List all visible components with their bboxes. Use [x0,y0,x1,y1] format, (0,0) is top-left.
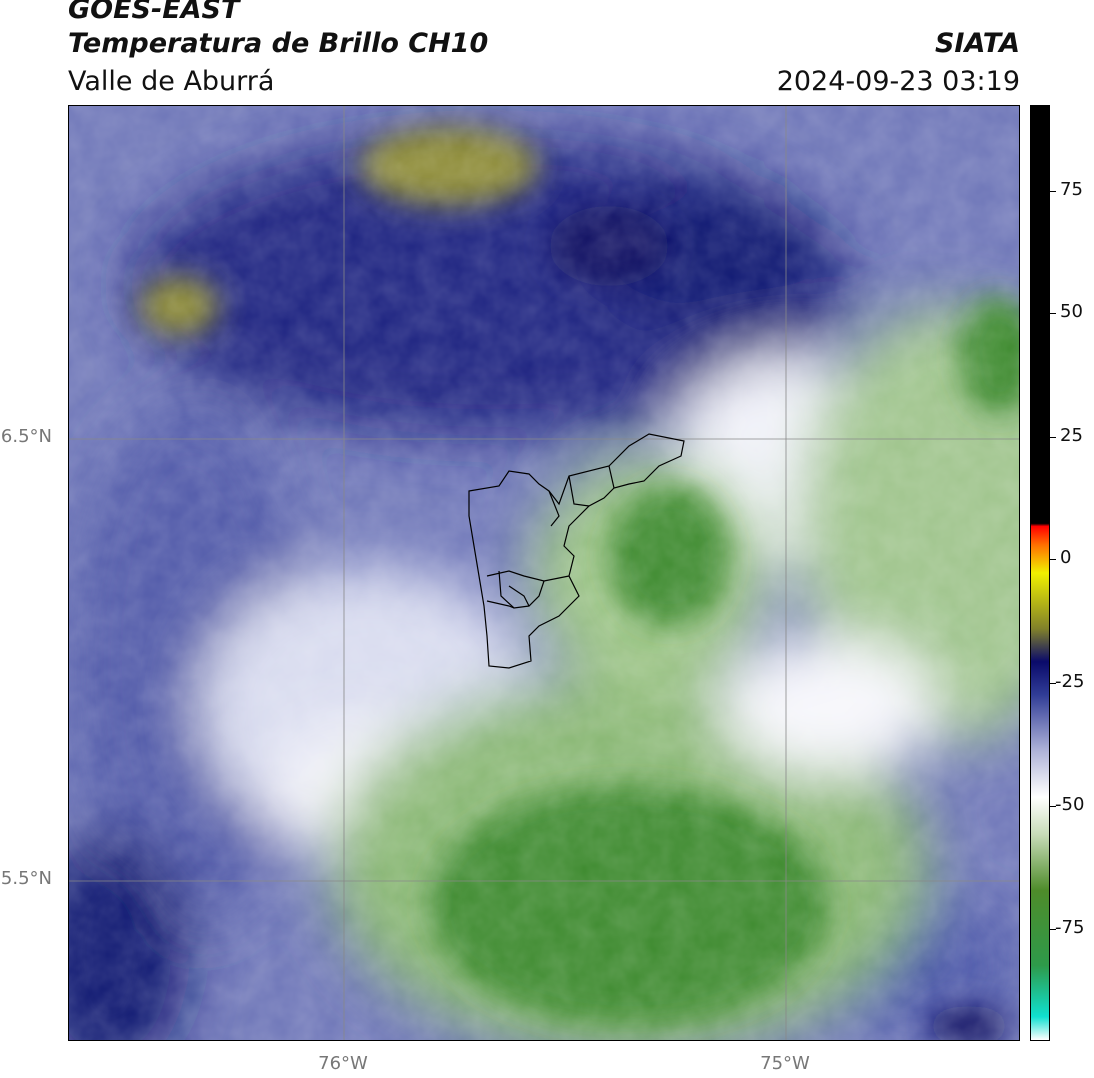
colorbar-tick-label: 50 [1060,301,1083,322]
colorbar-tick [1050,683,1056,684]
colorbar-tick-label: -25 [1055,671,1085,692]
texture-overlay [69,106,1019,1040]
satellite-map[interactable] [68,105,1020,1041]
colorbar-tick [1050,929,1056,930]
organization-label: SIATA [934,28,1020,59]
colorbar-tick [1050,313,1056,314]
timestamp-label: 2024-09-23 03:19 [776,66,1020,97]
colorbar-tick-label: -50 [1055,794,1085,815]
colorbar-tick-label: 25 [1060,425,1083,446]
colorbar-tick-label: 75 [1060,179,1083,200]
colorbar-tick-label: -75 [1055,917,1085,938]
map-canvas [69,106,1019,1040]
lon-label-75: 75°W [760,1053,810,1074]
valle-aburra-boundaries [468,433,685,669]
title-satellite: GOES-EAST [68,0,240,25]
title-product: Temperatura de Brillo CH10 [68,28,489,59]
lon-label-76: 76°W [318,1053,368,1074]
colorbar-tick [1050,191,1056,192]
colorbar [1030,105,1050,1041]
title-region: Valle de Aburrá [68,66,275,97]
colorbar-tick-label: 0 [1060,547,1072,568]
colorbar-tick [1050,559,1056,560]
lat-label-5-5: 5.5°N [0,868,52,889]
colorbar-tick [1050,437,1056,438]
colorbar-tick [1050,806,1056,807]
lat-label-6-5: 6.5°N [0,426,52,447]
